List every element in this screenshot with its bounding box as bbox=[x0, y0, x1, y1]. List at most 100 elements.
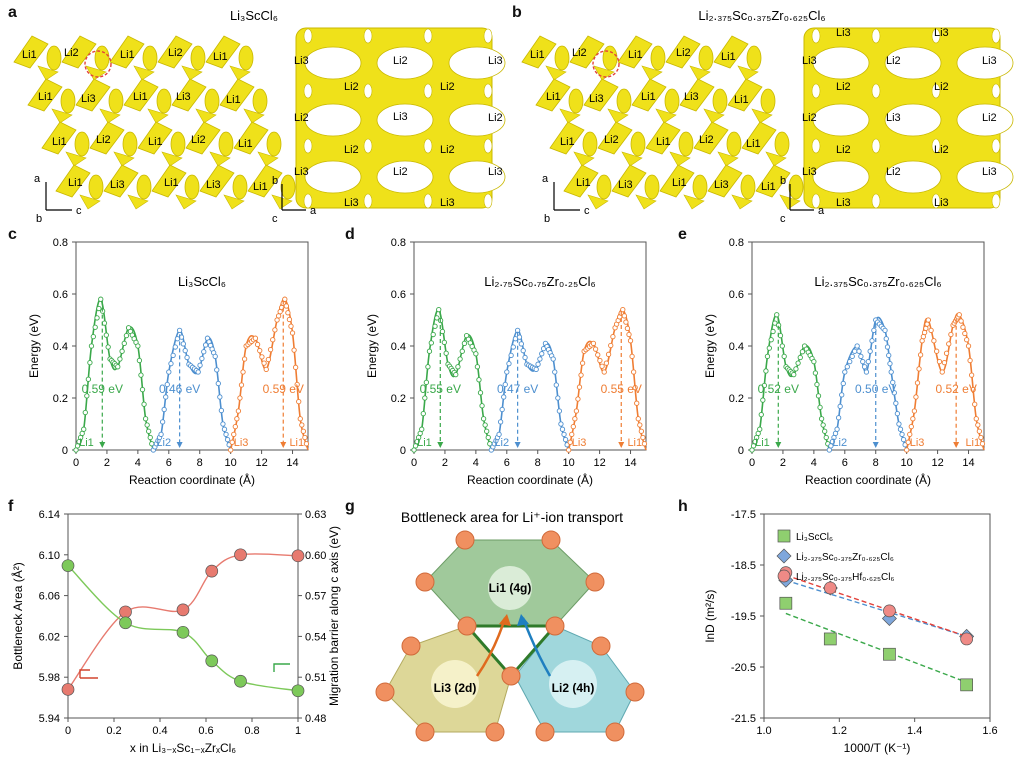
channel-node bbox=[774, 131, 790, 157]
energy-point bbox=[197, 362, 203, 368]
energy-point bbox=[887, 361, 893, 367]
energy-point bbox=[812, 370, 819, 376]
channel-link bbox=[587, 194, 609, 210]
energy-point bbox=[797, 354, 803, 361]
energy-curve bbox=[751, 313, 831, 451]
energy-point bbox=[477, 390, 484, 396]
energy-point bbox=[476, 377, 482, 383]
energy-point bbox=[92, 324, 98, 330]
energy-point bbox=[917, 352, 924, 358]
energy-point bbox=[608, 342, 614, 349]
data-point bbox=[883, 604, 896, 618]
barrier-value: 0.59 eV bbox=[263, 382, 304, 396]
energy-point bbox=[556, 408, 563, 414]
energy-point bbox=[641, 441, 648, 447]
energy-point bbox=[455, 364, 461, 370]
energy-point bbox=[863, 369, 870, 375]
energy-point bbox=[286, 316, 293, 323]
data-point bbox=[779, 596, 793, 610]
energy-point bbox=[168, 361, 174, 367]
energy-point bbox=[566, 447, 572, 453]
barrier-value: 0.52 eV bbox=[935, 382, 976, 396]
chart-title: Li₂.₇₅Sc₀.₇₅Zr₀.₂₅Cl₆ bbox=[484, 274, 595, 289]
site-label: Li1 bbox=[627, 437, 642, 449]
barrier-value: 0.55 eV bbox=[601, 382, 642, 396]
panel-label-b: b bbox=[512, 4, 522, 21]
x-axis-label: 1000/T (K⁻¹) bbox=[844, 741, 911, 755]
cage-small-pore bbox=[811, 193, 821, 209]
cage-pore bbox=[376, 160, 434, 194]
energy-point bbox=[289, 330, 296, 336]
energy-point bbox=[975, 422, 981, 428]
axis-label: c bbox=[272, 213, 278, 222]
chlorine-atom bbox=[415, 722, 435, 742]
energy-point bbox=[292, 364, 299, 370]
chlorine-atom bbox=[591, 636, 611, 656]
energy-point bbox=[261, 360, 267, 366]
cage-small-pore bbox=[423, 28, 433, 44]
cage-small-pore bbox=[871, 28, 881, 44]
data-point bbox=[960, 678, 973, 692]
chart-f: 5.94 5.98 6.02 6.06 6.10 6.14 0.48 0.51 0.54 0.57… bbox=[10, 509, 341, 755]
energy-point bbox=[910, 416, 916, 422]
site-label: Li3 bbox=[81, 93, 96, 105]
barrier-point bbox=[61, 559, 75, 573]
energy-point bbox=[135, 343, 141, 349]
channel-link bbox=[683, 194, 705, 210]
channel-node bbox=[238, 45, 254, 71]
energy-point bbox=[436, 306, 442, 313]
x-tick-label: 6 bbox=[166, 457, 172, 469]
energy-point bbox=[849, 353, 855, 360]
cage-pore bbox=[956, 46, 1014, 80]
data-point bbox=[960, 632, 973, 646]
channel-blob bbox=[755, 164, 791, 198]
cage-small-pore bbox=[423, 193, 433, 209]
energy-point bbox=[965, 343, 972, 349]
channel-link bbox=[99, 108, 121, 124]
energy-point bbox=[221, 426, 228, 432]
y2-tick-label: 0.57 bbox=[305, 591, 326, 603]
energy-point bbox=[218, 407, 225, 414]
energy-point bbox=[766, 345, 772, 351]
y-tick-label: 5.94 bbox=[39, 713, 60, 725]
barrier-point bbox=[291, 684, 305, 698]
axis-label: b bbox=[544, 213, 550, 222]
axis-label: c bbox=[780, 213, 786, 222]
energy-point bbox=[931, 338, 937, 344]
x-tick-label: 10 bbox=[563, 457, 575, 469]
chlorine-atom bbox=[455, 530, 475, 550]
energy-point bbox=[234, 416, 240, 422]
energy-point bbox=[533, 366, 539, 373]
energy-point bbox=[163, 394, 169, 400]
chlorine-atom bbox=[625, 682, 645, 702]
y-tick-label: 6.02 bbox=[39, 631, 60, 643]
energy-point bbox=[291, 347, 297, 353]
x-tick-label: 0 bbox=[65, 725, 71, 737]
data-point bbox=[823, 581, 837, 595]
energy-point bbox=[257, 348, 263, 354]
energy-point bbox=[890, 379, 896, 386]
left-channel-network bbox=[13, 35, 296, 210]
energy-point bbox=[506, 361, 512, 367]
energy-point bbox=[136, 357, 143, 364]
barrier-value: 0.52 eV bbox=[758, 382, 799, 396]
energy-point bbox=[624, 325, 631, 331]
energy-point bbox=[820, 422, 826, 428]
energy-point bbox=[847, 358, 853, 365]
channel-blob bbox=[583, 78, 619, 112]
energy-point bbox=[172, 344, 178, 350]
x-tick-label: 8 bbox=[873, 457, 879, 469]
energy-point bbox=[970, 387, 976, 393]
energy-point bbox=[761, 382, 768, 389]
energy-point bbox=[180, 341, 186, 347]
y2-tick-label: 0.51 bbox=[305, 672, 326, 684]
energy-point bbox=[224, 436, 231, 443]
x-tick-label: 8 bbox=[535, 457, 541, 469]
channel-blob bbox=[659, 164, 695, 198]
channel-link bbox=[621, 151, 643, 167]
cage-pore bbox=[304, 103, 362, 137]
energy-point bbox=[837, 403, 843, 409]
energy-point bbox=[504, 369, 510, 375]
x-tick-label: 2 bbox=[780, 457, 786, 469]
barrier-point bbox=[205, 654, 219, 668]
